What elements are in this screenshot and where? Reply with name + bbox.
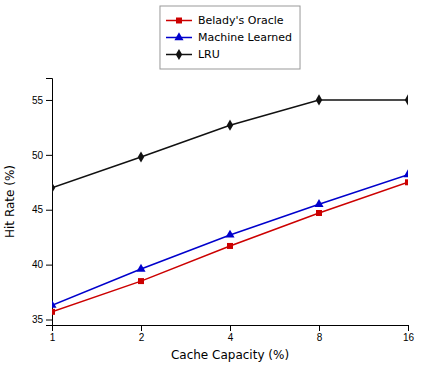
tick-mark bbox=[46, 155, 52, 156]
tick-mark bbox=[46, 210, 52, 211]
point bbox=[227, 120, 233, 131]
tick: 8 bbox=[317, 325, 323, 343]
point bbox=[52, 182, 55, 193]
point bbox=[227, 243, 233, 249]
legend-box bbox=[160, 6, 300, 69]
point bbox=[405, 179, 408, 185]
point bbox=[405, 94, 408, 105]
legend-item: Machine Learned bbox=[166, 31, 292, 44]
series-line bbox=[52, 100, 408, 188]
tick: 16 bbox=[403, 325, 415, 343]
legend-label: Belady's Oracle bbox=[198, 14, 284, 27]
tick-label: 8 bbox=[317, 332, 323, 343]
legend-label: Machine Learned bbox=[198, 31, 292, 44]
tick-mark bbox=[230, 325, 231, 331]
point bbox=[138, 151, 144, 162]
plot: 1 2 4 8 16 35 40 45 50 55 bbox=[32, 79, 415, 344]
legend-label: LRU bbox=[198, 48, 220, 61]
tick: 40 bbox=[32, 259, 52, 270]
series-line bbox=[52, 182, 408, 312]
point bbox=[316, 94, 322, 105]
tick-label: 4 bbox=[228, 332, 234, 343]
legend-item: LRU bbox=[166, 48, 220, 61]
tick-mark bbox=[46, 320, 52, 321]
series-line bbox=[52, 175, 408, 306]
legend-marker bbox=[176, 18, 182, 24]
point bbox=[316, 210, 322, 216]
tick: 4 bbox=[228, 325, 234, 343]
tick: 35 bbox=[32, 314, 52, 325]
chart: 1 2 4 8 16 35 40 45 50 55 Cache Capacity (%) Hit Ra… bbox=[0, 0, 426, 367]
legend-marker bbox=[174, 32, 183, 40]
axis-line bbox=[53, 326, 409, 332]
legend-marker bbox=[176, 49, 182, 60]
tick-label: 2 bbox=[139, 332, 145, 343]
y-axis-title: Hit Rate (%) bbox=[3, 165, 17, 238]
tick: 55 bbox=[32, 95, 52, 106]
tick: 1 bbox=[50, 325, 56, 343]
tick-mark bbox=[141, 325, 142, 331]
tick: 45 bbox=[32, 204, 52, 215]
tick-label: 40 bbox=[32, 259, 44, 270]
point bbox=[52, 309, 55, 315]
tick-mark bbox=[46, 265, 52, 266]
tick-label: 50 bbox=[32, 150, 44, 161]
legend: Belady's Oracle Machine Learned LRU bbox=[160, 6, 300, 69]
point bbox=[52, 300, 57, 308]
tick-mark bbox=[319, 325, 320, 331]
point bbox=[136, 264, 145, 272]
tick-mark bbox=[46, 100, 52, 101]
x-axis: 1 2 4 8 16 bbox=[50, 325, 415, 343]
tick-mark bbox=[408, 325, 409, 331]
tick: 50 bbox=[32, 150, 52, 161]
tick-label: 16 bbox=[403, 332, 415, 343]
point bbox=[314, 199, 323, 207]
x-axis-title: Cache Capacity (%) bbox=[171, 348, 289, 362]
tick-label: 55 bbox=[32, 95, 44, 106]
tick: 2 bbox=[139, 325, 145, 343]
axis-line bbox=[46, 79, 53, 326]
legend-item: Belady's Oracle bbox=[166, 14, 284, 27]
tick-label: 1 bbox=[50, 332, 56, 343]
tick-label: 35 bbox=[32, 314, 44, 325]
marks bbox=[52, 94, 408, 314]
point bbox=[403, 169, 408, 177]
tick-label: 45 bbox=[32, 204, 44, 215]
point bbox=[138, 278, 144, 284]
y-axis: 35 40 45 50 55 bbox=[32, 79, 53, 326]
point bbox=[225, 230, 234, 238]
